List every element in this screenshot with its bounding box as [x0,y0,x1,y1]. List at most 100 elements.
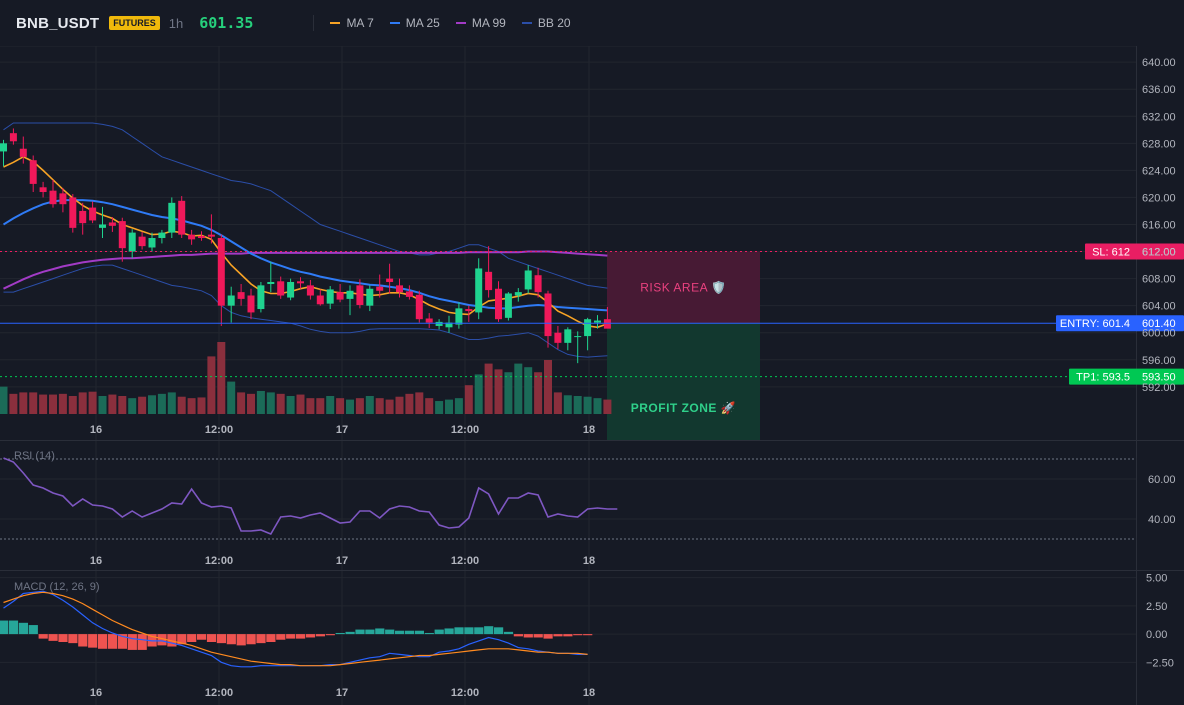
candle[interactable] [207,214,215,244]
candle[interactable] [594,315,601,329]
candle[interactable] [504,292,512,321]
candle[interactable] [59,187,67,213]
entry-label-text: ENTRY: 601.4 [1060,318,1130,330]
candle[interactable] [217,234,225,326]
candle[interactable] [118,217,126,262]
candle[interactable] [79,202,87,235]
candle[interactable] [0,139,7,167]
candle[interactable] [267,261,275,293]
candle[interactable] [534,267,542,298]
candle[interactable] [336,284,344,303]
symbol-name[interactable]: BNB_USDT [16,14,100,32]
time-tick-label: 16 [90,687,102,699]
candle[interactable] [405,285,413,300]
candle[interactable] [49,179,57,208]
candle[interactable] [128,229,136,259]
time-tick-label: 12:00 [205,424,233,436]
candle[interactable] [574,331,582,364]
candle[interactable] [356,279,364,309]
candle-body [465,309,473,312]
candle[interactable] [19,136,27,164]
macd-histogram-bar [157,634,167,646]
candle[interactable] [425,313,433,328]
profit-zone [607,323,760,440]
candle[interactable] [39,181,47,198]
macd-tick-label: 2.50 [1146,601,1167,613]
candle[interactable] [188,229,196,245]
candle[interactable] [158,229,166,244]
candle[interactable] [346,285,354,316]
candle-body [534,275,542,293]
candle-body [247,295,255,313]
candle[interactable] [198,231,205,241]
price-tick-label: 616.00 [1142,219,1176,231]
candle[interactable] [148,232,156,252]
candle[interactable] [366,285,374,312]
tp-label[interactable]: TP1: 593.5 593.50 [1069,368,1184,385]
volume-bar [19,392,28,414]
candle[interactable] [396,278,403,298]
volume-bar [266,392,275,414]
candle[interactable] [386,263,394,294]
candle[interactable] [247,288,255,320]
candle[interactable] [257,281,265,313]
legend-ma99[interactable]: MA 99 [455,16,506,30]
candle[interactable] [524,265,532,294]
candle[interactable] [287,278,295,301]
candle[interactable] [69,194,77,233]
time-tick-label: 12:00 [451,424,479,436]
legend-bb20[interactable]: BB 20 [521,16,571,30]
legend-ma7[interactable]: MA 7 [330,16,374,30]
legend-ma25[interactable]: MA 25 [389,16,440,30]
price-tick-label: 604.00 [1142,301,1176,313]
candle[interactable] [495,281,502,322]
candle[interactable] [554,325,562,349]
candle[interactable] [445,315,453,333]
candle[interactable] [89,201,97,224]
timeframe-label[interactable]: 1h [168,15,184,31]
candle[interactable] [376,274,384,298]
candle[interactable] [316,289,324,306]
candle[interactable] [138,231,146,250]
candle[interactable] [475,258,483,320]
candle[interactable] [544,290,552,348]
grid [0,45,1184,705]
candle[interactable] [485,246,493,298]
sl-label[interactable]: SL: 612 612.00 [1085,243,1184,260]
candle[interactable] [237,284,245,306]
candle[interactable] [415,290,423,323]
candle-body [227,295,235,306]
candle[interactable] [108,217,116,232]
volume-bar [544,360,552,414]
candle[interactable] [455,302,463,329]
candle-body [346,290,354,299]
candle[interactable] [227,286,235,323]
entry-label[interactable]: ENTRY: 601.4 601.40 [1056,315,1184,332]
time-tick-label: 17 [336,555,348,567]
candle[interactable] [178,196,186,239]
candle[interactable] [514,288,522,302]
price-tick-label: 620.00 [1142,192,1176,204]
candle[interactable] [29,155,37,193]
volume-bar [58,393,67,414]
candlesticks[interactable] [0,128,611,364]
volume-bar [247,393,255,414]
candle[interactable] [326,286,334,310]
candle[interactable] [584,317,592,351]
candle[interactable] [465,305,473,322]
ma7-line [3,155,608,329]
candle[interactable] [564,327,572,351]
candle[interactable] [297,277,304,289]
candle[interactable] [99,206,106,239]
candle[interactable] [9,128,17,145]
candle[interactable] [277,276,285,299]
candle-body [485,271,493,291]
macd-histogram-bar [177,634,187,645]
candle[interactable] [306,279,314,300]
candle[interactable] [603,307,611,329]
price-axes[interactable]: 640.00 636.00 632.00 628.00 624.00 620.00 616.… [90,57,1176,699]
candle[interactable] [168,197,176,239]
candle[interactable] [435,319,443,330]
candle-body [148,238,156,248]
